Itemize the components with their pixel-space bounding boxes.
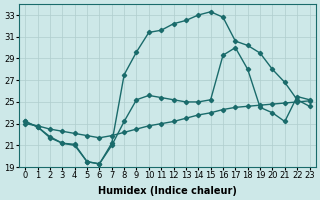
X-axis label: Humidex (Indice chaleur): Humidex (Indice chaleur): [98, 186, 237, 196]
